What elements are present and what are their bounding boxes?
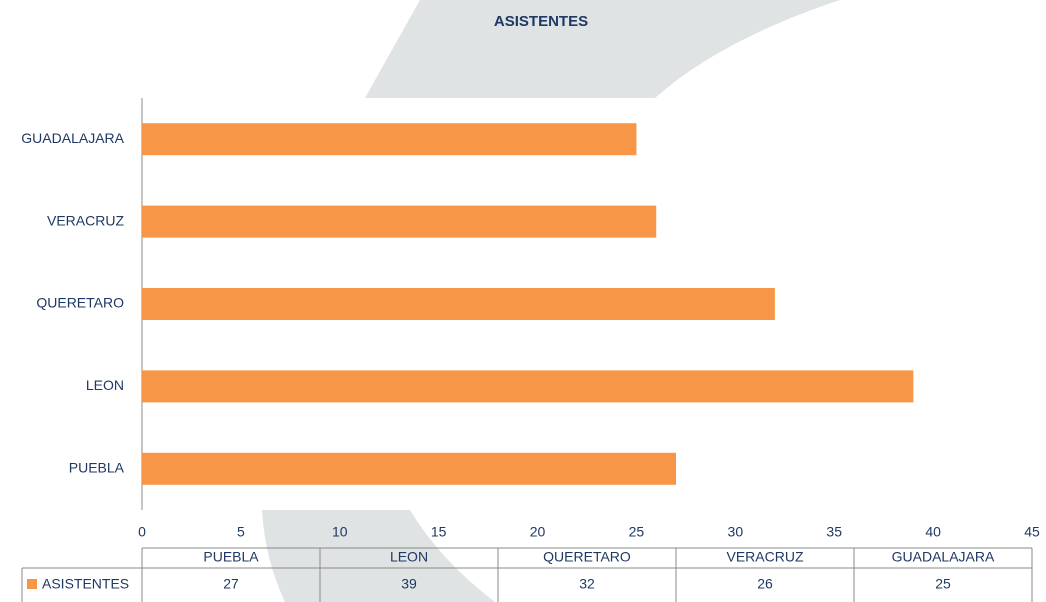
table-value: 25 xyxy=(935,576,951,592)
y-tick-label: LEON xyxy=(86,377,124,393)
table-value: 32 xyxy=(579,576,595,592)
table-header: VERACRUZ xyxy=(726,549,803,565)
table-header: GUADALAJARA xyxy=(892,549,995,565)
y-tick-label: GUADALAJARA xyxy=(21,130,124,146)
bar xyxy=(142,452,676,485)
table-header: PUEBLA xyxy=(203,549,259,565)
y-tick-label: VERACRUZ xyxy=(47,212,124,228)
x-tick-label: 15 xyxy=(431,524,447,540)
legend-swatch xyxy=(27,579,37,589)
x-tick-label: 10 xyxy=(332,524,348,540)
table-value: 39 xyxy=(401,576,417,592)
y-tick-label: PUEBLA xyxy=(69,460,125,476)
legend-label: ASISTENTES xyxy=(42,576,129,592)
x-tick-label: 30 xyxy=(728,524,744,540)
bar xyxy=(142,123,637,156)
y-tick-label: QUERETARO xyxy=(36,295,124,311)
table-value: 26 xyxy=(757,576,773,592)
bar xyxy=(142,370,914,403)
bar xyxy=(142,205,657,238)
x-tick-label: 45 xyxy=(1024,524,1040,540)
chart-title: ASISTENTES xyxy=(494,13,588,30)
background-swoosh xyxy=(262,510,495,602)
table-header: QUERETARO xyxy=(543,549,631,565)
bar xyxy=(142,288,775,320)
x-tick-label: 0 xyxy=(138,524,146,540)
table-header: LEON xyxy=(390,549,428,565)
table-value: 27 xyxy=(223,576,239,592)
x-tick-label: 35 xyxy=(826,524,842,540)
x-tick-label: 20 xyxy=(530,524,546,540)
x-tick-label: 40 xyxy=(925,524,941,540)
x-tick-label: 5 xyxy=(237,524,245,540)
background-swoosh xyxy=(365,0,840,98)
x-tick-label: 25 xyxy=(629,524,645,540)
